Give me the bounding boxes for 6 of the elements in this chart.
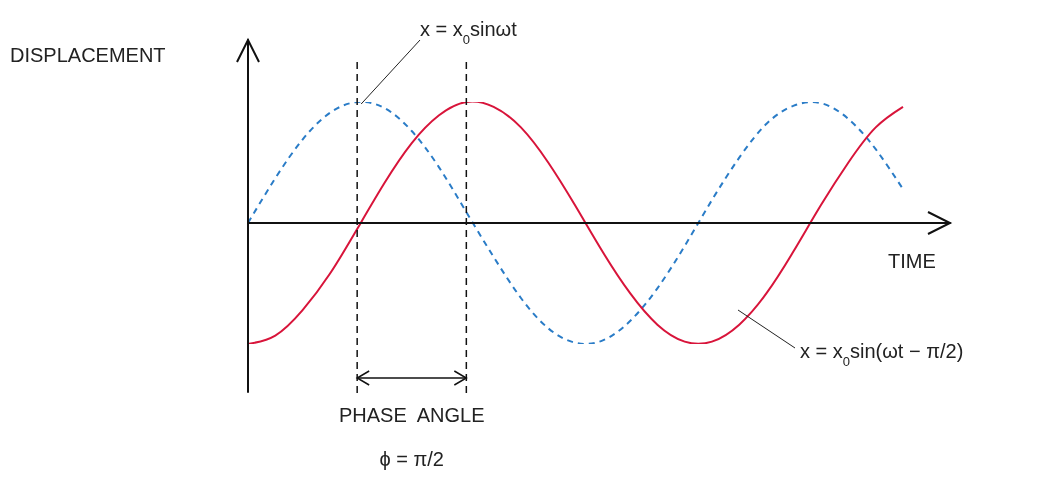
text: PHASE ANGLE bbox=[338, 404, 485, 426]
text: x = x$_{0}$sin(ωt − π/2) bbox=[800, 340, 964, 369]
y-axis-title: DISPLACEMENT bbox=[10, 44, 166, 66]
text: ϕ = π/2 bbox=[379, 448, 444, 470]
x-axis-title: TIME bbox=[888, 250, 936, 272]
text: x = x$_{0}$sinωt bbox=[420, 18, 518, 47]
